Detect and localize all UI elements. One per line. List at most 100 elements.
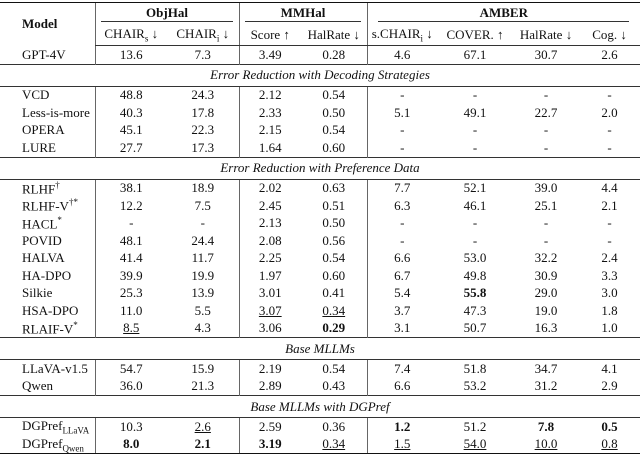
value-cell: - — [472, 232, 478, 248]
value-cell: 17.3 — [191, 139, 215, 155]
value-cell: 2.0 — [601, 104, 618, 120]
value-cell: 51.8 — [463, 360, 487, 376]
value-cell: 0.34 — [322, 302, 346, 318]
model-cell: LLaVA-v1.5 — [0, 360, 95, 378]
value-cell: 1.0 — [601, 320, 618, 336]
value-cell: - — [607, 87, 612, 103]
model-subscript: Qwen — [62, 443, 84, 454]
value-cell: 2.25 — [238, 249, 301, 267]
value-cell: - — [543, 122, 549, 138]
value-cell: 24.3 — [191, 87, 215, 103]
data-row: RLAIF-V* 8.5 4.3 3.06 0.29 3.1 50.7 16.3 1.0 — [0, 319, 640, 338]
model-name: RLAIF-V — [22, 320, 74, 336]
model-cell: VCD — [0, 86, 95, 104]
data-row: OPERA 45.1 22.3 2.15 0.54 - - - - — [0, 121, 640, 139]
model-cell: RLAIF-V* — [0, 320, 95, 338]
column-arrow: ↓ — [353, 26, 360, 42]
results-table: Model ObjHal MMHal AMBER CHAIRs ↓ CHAIRi ↓ Sc… — [0, 2, 640, 455]
model-name: LLaVA-v1.5 — [22, 360, 88, 376]
data-row: VCD 48.8 24.3 2.12 0.54 - - - - — [0, 86, 640, 104]
data-row: LLaVA-v1.5 54.7 15.9 2.19 0.54 7.4 51.8 34.7 4.1 — [0, 359, 640, 378]
model-cell: HALVA — [0, 250, 95, 268]
column-name: Score — [250, 26, 281, 42]
column-arrow: ↑ — [283, 26, 290, 42]
value-cell: 54.0 — [437, 435, 514, 455]
value-cell: 0.41 — [322, 285, 346, 301]
data-row: DGPrefLLaVA 10.3 2.6 2.59 0.36 1.2 51.2 7.8 0.5 — [0, 417, 640, 436]
model-cell: HA-DPO — [0, 267, 95, 285]
model-superscript: * — [73, 319, 78, 330]
data-row: DGPrefQwen 8.0 2.1 3.19 0.34 1.5 54.0 10.0 0.8 — [0, 435, 640, 455]
model-name: RLHF-V — [22, 198, 69, 214]
data-row: Silkie 25.3 13.9 3.01 0.41 5.4 55.8 29.0 3.0 — [0, 284, 640, 302]
value-cell: 1.97 — [238, 267, 301, 285]
value-cell: 1.64 — [238, 139, 301, 157]
value-cell: 0.60 — [322, 267, 346, 283]
column-name: CHAIR — [176, 25, 217, 41]
model-name: Qwen — [22, 378, 54, 394]
value-cell: - — [472, 139, 478, 155]
model-name: RLHF — [22, 180, 56, 196]
value-cell: 2.33 — [238, 104, 301, 122]
value-cell: - — [94, 214, 167, 232]
column-header: s.CHAIRi ↓ — [366, 24, 438, 46]
value-cell: 3.7 — [366, 302, 438, 320]
section-row: Base MLLMs with DGPref — [0, 395, 640, 418]
value-cell: - — [472, 215, 478, 231]
value-cell: 7.4 — [366, 359, 438, 378]
value-cell: 0.60 — [322, 139, 346, 155]
model-name: DGPref — [22, 418, 63, 433]
data-row: GPT-4V 13.6 7.3 3.49 0.28 4.6 67.1 30.7 2.6 — [0, 45, 640, 64]
model-name: LURE — [22, 139, 56, 155]
model-cell: Less-is-more — [0, 104, 95, 122]
column-header: Score ↑ — [238, 24, 301, 46]
value-cell: 5.4 — [366, 284, 438, 302]
model-cell: RLHF† — [0, 179, 95, 197]
value-cell: - — [543, 232, 549, 248]
group-header: MMHal — [238, 2, 368, 24]
value-cell: 0.56 — [322, 232, 346, 248]
value-cell: 0.8 — [579, 435, 640, 455]
model-name: HA-DPO — [22, 267, 72, 283]
value-cell: 10.3 — [94, 417, 167, 436]
model-name: POVID — [22, 232, 62, 248]
value-cell: 34.7 — [534, 360, 558, 376]
value-cell: 6.7 — [366, 267, 438, 285]
value-cell: 30.9 — [534, 267, 558, 283]
section-title: Base MLLMs with DGPref — [0, 395, 640, 418]
model-name: VCD — [22, 87, 50, 103]
value-cell: 2.15 — [238, 121, 301, 139]
value-cell: 11.7 — [191, 250, 214, 266]
value-cell: 2.89 — [238, 377, 301, 396]
value-cell: 67.1 — [463, 46, 487, 62]
value-cell: 0.54 — [322, 122, 346, 138]
value-cell: 2.59 — [238, 417, 301, 436]
value-cell: 5.5 — [194, 302, 211, 318]
column-name: HalRate — [307, 26, 351, 42]
value-cell: 18.9 — [191, 180, 215, 196]
value-cell: 7.5 — [194, 197, 211, 213]
value-cell: 3.19 — [238, 435, 301, 455]
value-cell: 21.3 — [191, 378, 215, 394]
value-cell: 13.9 — [191, 285, 215, 301]
value-cell: - — [366, 139, 438, 157]
value-cell: 0.36 — [322, 418, 346, 434]
value-cell: 7.7 — [366, 179, 438, 197]
column-subscript: s — [144, 33, 149, 44]
value-cell: 0.63 — [322, 180, 346, 196]
value-cell: 0.5 — [601, 418, 618, 434]
value-cell: 53.2 — [463, 378, 487, 394]
value-cell: - — [543, 139, 549, 155]
value-cell: 49.1 — [463, 104, 487, 120]
data-row: LURE 27.7 17.3 1.64 0.60 - - - - — [0, 139, 640, 157]
value-cell: - — [607, 215, 612, 231]
value-cell: 38.1 — [94, 179, 167, 197]
value-cell: 3.01 — [238, 284, 301, 302]
value-cell: 31.2 — [534, 378, 558, 394]
data-row: HACL* - -2.13 0.50- - - - — [0, 214, 640, 232]
value-cell: 0.29 — [322, 320, 346, 336]
value-cell: 2.19 — [238, 359, 301, 378]
value-cell: 0.50 — [322, 104, 346, 120]
column-arrow: ↓ — [151, 25, 159, 41]
